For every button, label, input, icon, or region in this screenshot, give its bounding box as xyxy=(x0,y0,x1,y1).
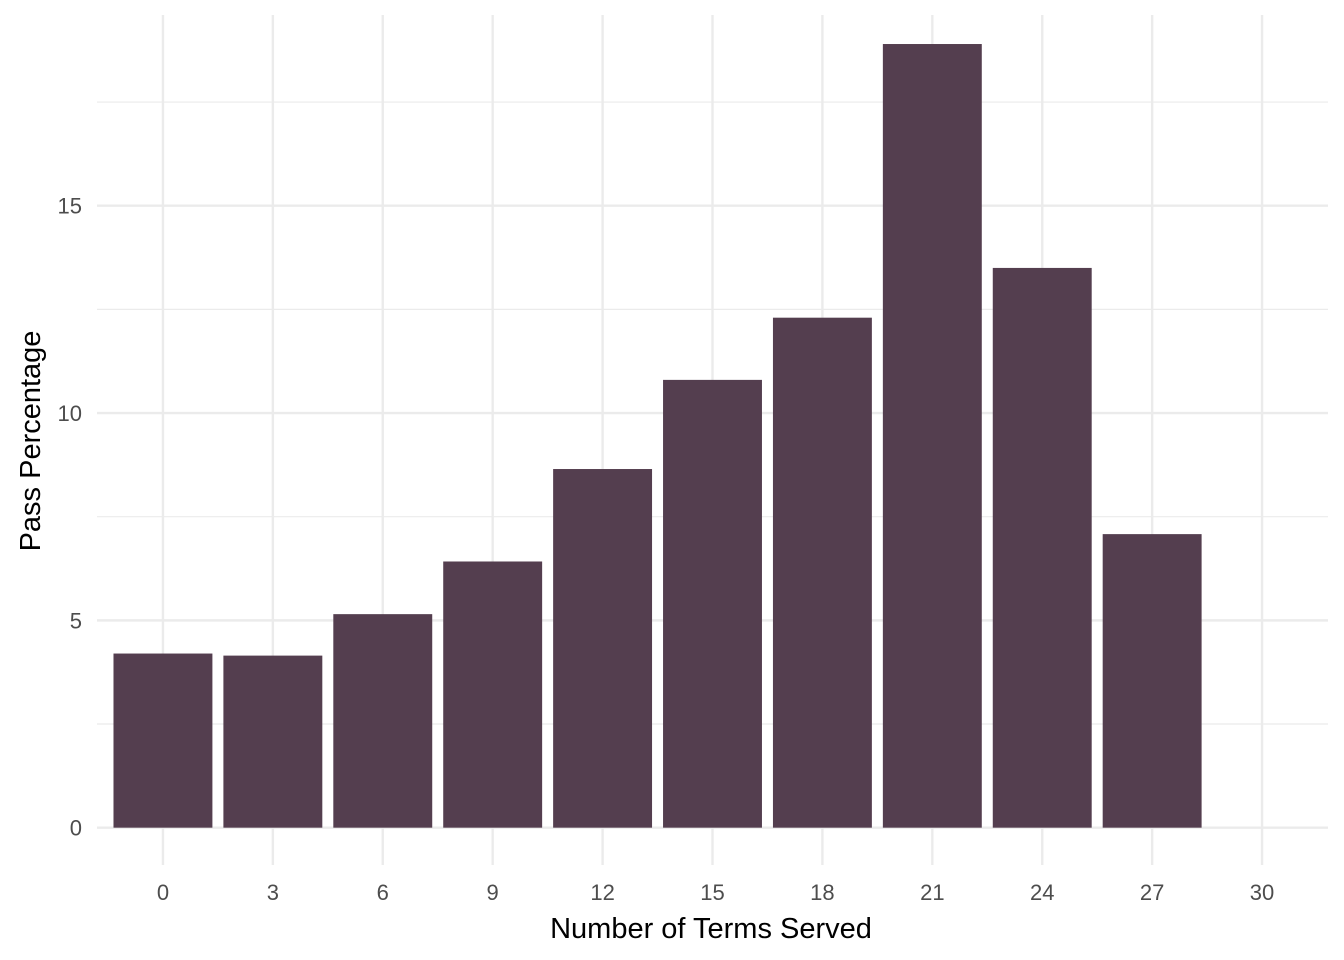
y-tick-label: 10 xyxy=(58,401,82,426)
x-tick-label: 3 xyxy=(267,880,279,905)
bar-9 xyxy=(443,561,543,828)
bar-18 xyxy=(772,317,872,828)
bar-24 xyxy=(992,267,1092,828)
x-tick-label: 21 xyxy=(920,880,944,905)
bar-6 xyxy=(333,614,433,828)
bar-21 xyxy=(882,44,982,828)
y-tick-label: 5 xyxy=(70,608,82,633)
x-tick-label: 30 xyxy=(1250,880,1274,905)
bars xyxy=(113,44,1202,828)
bar-27 xyxy=(1102,534,1202,828)
x-axis-title: Number of Terms Served xyxy=(550,913,872,945)
x-tick-label: 6 xyxy=(377,880,389,905)
bar-0 xyxy=(113,653,213,828)
x-tick-label: 12 xyxy=(590,880,614,905)
x-axis-tick-labels: 0 3 6 9 12 15 18 21 24 27 30 xyxy=(157,880,1274,905)
x-tick-label: 27 xyxy=(1140,880,1164,905)
x-tick-label: 9 xyxy=(487,880,499,905)
y-tick-label: 0 xyxy=(70,816,82,841)
y-axis-tick-labels: 0 5 10 15 xyxy=(58,194,82,841)
x-tick-label: 15 xyxy=(700,880,724,905)
bar-12 xyxy=(553,469,653,828)
bar-15 xyxy=(663,379,762,828)
y-tick-label: 15 xyxy=(58,194,82,219)
y-axis-title: Pass Percentage xyxy=(15,331,47,552)
bar-3 xyxy=(223,655,323,828)
x-tick-label: 24 xyxy=(1030,880,1054,905)
x-tick-label: 0 xyxy=(157,880,169,905)
x-tick-label: 18 xyxy=(810,880,834,905)
